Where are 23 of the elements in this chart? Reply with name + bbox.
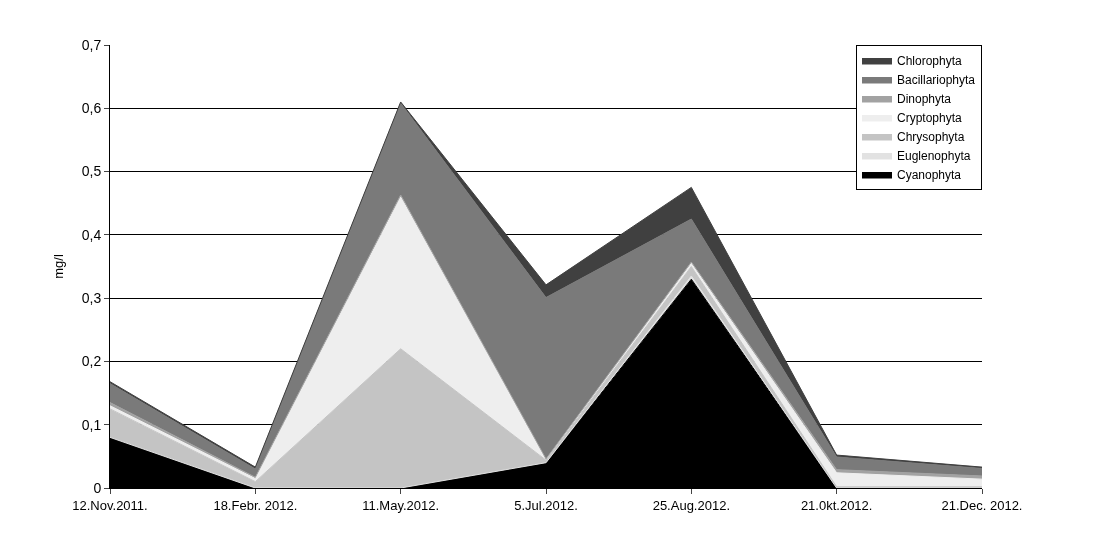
y-tick-label: 0,5 [81,163,102,180]
legend-label: Dinophyta [897,92,952,107]
legend-label: Cryptophyta [897,111,963,126]
x-tick-label: 21.Dec. 2012. [941,497,1023,513]
y-tick-label: 0,3 [81,290,102,307]
legend-label: Bacillariophyta [897,73,976,88]
y-tick-label: 0,6 [81,100,102,117]
x-tick-label: 5.Jul.2012. [514,497,578,513]
y-tick-label: 0,7 [81,36,102,53]
y-tick-label: 0,1 [81,416,102,433]
legend-label: Cyanophyta [897,168,962,183]
x-tick-label: 21.0kt.2012. [800,497,873,513]
y-axis-title: mg/l [50,254,66,279]
legend-label: Euglenophyta [897,149,971,164]
x-tick-label: 25.Aug.2012. [652,497,731,513]
x-tick-label: 12.Nov.2011. [72,497,148,513]
y-tick-label: 0,4 [81,226,102,243]
legend-label: Chrysophyta [897,130,965,145]
y-tick-label: 0,2 [81,353,102,370]
y-tick-label: 0 [93,479,102,496]
x-tick-label: 11.May.2012. [362,497,440,513]
x-tick-label: 18.Febr. 2012. [213,497,298,513]
legend-label: Chlorophyta [897,54,963,69]
